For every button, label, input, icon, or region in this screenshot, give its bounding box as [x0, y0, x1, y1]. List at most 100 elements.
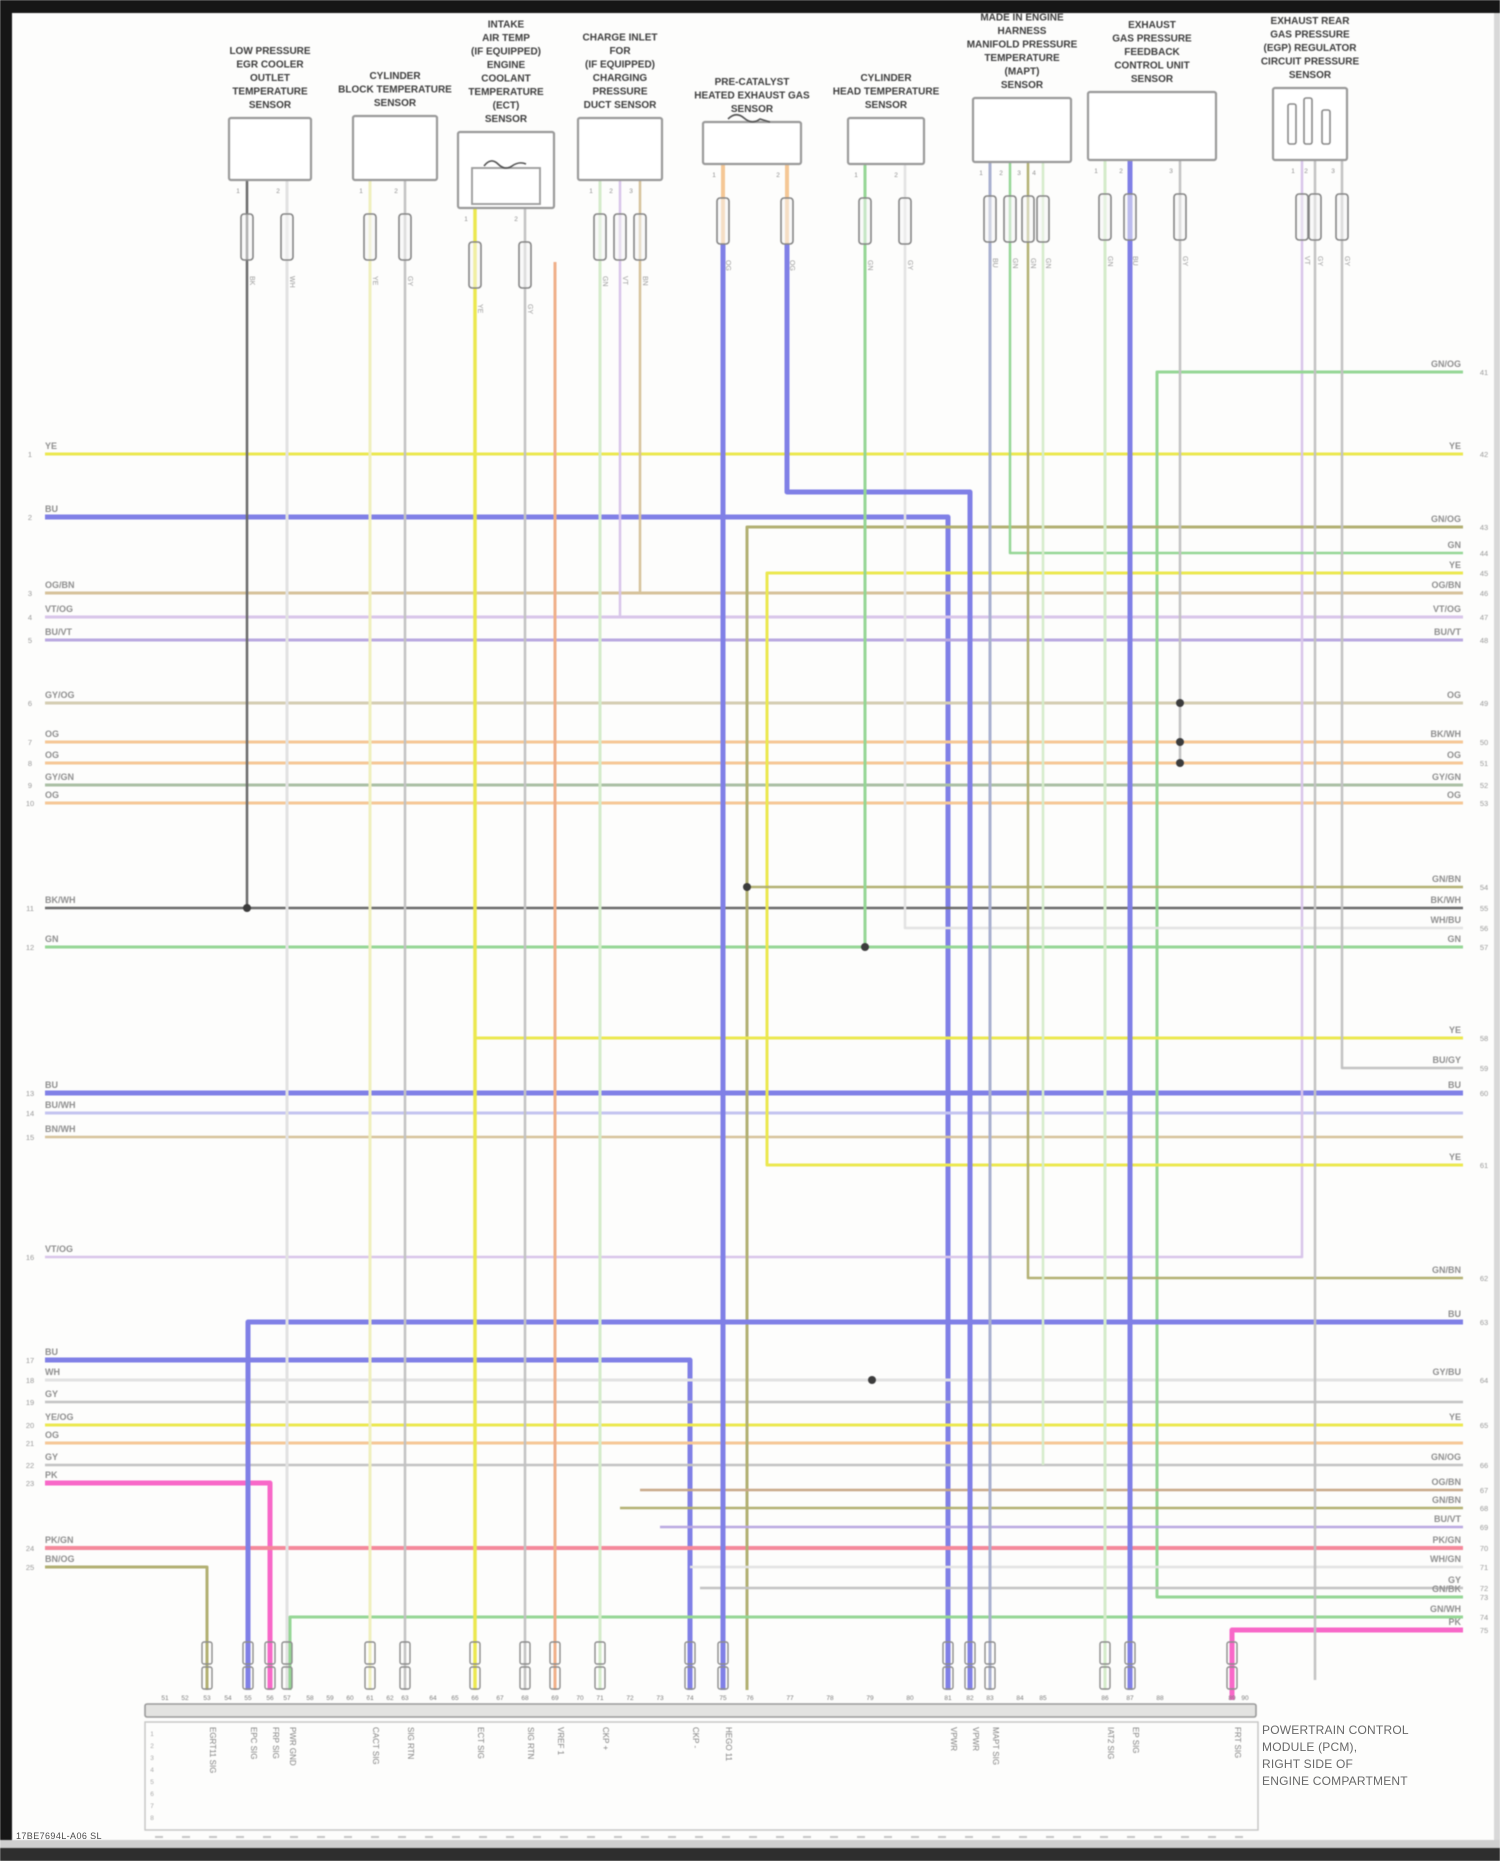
wire-color-label: BN/OG — [45, 1554, 75, 1564]
edge-pin-number: 52 — [1480, 781, 1488, 790]
pcm-tick: 2 — [150, 1743, 154, 1750]
edge-pin-number: 63 — [1480, 1318, 1488, 1327]
wire-color-label: YE — [1449, 1412, 1461, 1422]
wire-color-label: PK/GN — [45, 1535, 74, 1545]
inline-connector-icon — [594, 1641, 606, 1665]
pcm-pin-number: 64 — [429, 1695, 437, 1702]
tick-mark — [641, 1836, 649, 1838]
wire-color-label: BU — [45, 1080, 58, 1090]
inline-connector-icon — [613, 213, 627, 261]
pcm-pin-number: 89 — [1228, 1695, 1236, 1702]
edge-pin-number: 3 — [28, 589, 32, 598]
edge-pin-number: 6 — [28, 699, 32, 708]
inline-connector-icon — [240, 213, 254, 261]
component-label: SENSOR — [1289, 70, 1332, 81]
component-label: SENSOR — [731, 104, 774, 115]
pcm-tick: 5 — [150, 1779, 154, 1786]
drawing-number: 17BE7694L-A06 SL — [16, 1831, 102, 1841]
tick-mark — [749, 1836, 757, 1838]
pcm-pin-label: ECT SIG — [476, 1727, 485, 1759]
wire-color-label: OG — [1447, 690, 1461, 700]
inline-connector-icon — [983, 195, 997, 243]
wire-color-label: GN/BN — [1432, 1265, 1461, 1275]
component-label: AIR TEMP — [482, 33, 530, 44]
edge-pin-number: 60 — [1480, 1089, 1488, 1098]
pin-number: 4 — [1032, 170, 1036, 177]
pcm-pin-label: VREF 1 — [556, 1727, 565, 1756]
wire-color-label: GN — [45, 934, 59, 944]
edge-pin-number: 15 — [26, 1133, 34, 1142]
wire-color-label: BU — [45, 1347, 58, 1357]
wire-color-label: PK — [1448, 1617, 1461, 1627]
inline-connector-icon — [780, 197, 794, 245]
pcm-pin-number: 90 — [1241, 1695, 1249, 1702]
inline-connector-icon — [984, 1641, 996, 1665]
inline-connector-icon — [242, 1666, 254, 1690]
wire-color-label: BK/WH — [45, 895, 76, 905]
component-box — [846, 116, 926, 166]
component-label: MANIFOLD PRESSURE — [967, 40, 1078, 51]
wire-code-label: GN — [601, 276, 608, 287]
component-label: EXHAUST — [1128, 20, 1176, 31]
legend-line: RIGHT SIDE OF — [1262, 1757, 1354, 1771]
pcm-tick: 6 — [150, 1791, 154, 1798]
tick-mark — [1235, 1836, 1243, 1838]
tick-mark — [533, 1836, 541, 1838]
inline-connector-icon — [281, 1641, 293, 1665]
pcm-pin-label: FRP SIG — [271, 1727, 280, 1759]
wire-color-label: WH/GN — [1430, 1554, 1461, 1564]
wire-color-label: OG/BN — [1431, 580, 1461, 590]
wire — [45, 1565, 209, 1690]
inline-connector-icon — [281, 1666, 293, 1690]
wire-color-label: OG — [1447, 790, 1461, 800]
wire-color-label: BU — [45, 504, 58, 514]
edge-pin-number: 25 — [26, 1563, 34, 1572]
pin-number: 2 — [1119, 168, 1123, 175]
pcm-pin-number: 59 — [326, 1695, 334, 1702]
edge-pin-number: 19 — [26, 1398, 34, 1407]
wire — [1026, 162, 1463, 1280]
wire-code-label: YE — [476, 304, 483, 314]
component-label: SENSOR — [249, 100, 292, 111]
edge-pin-number: 41 — [1480, 368, 1488, 377]
pcm-tick: 4 — [150, 1767, 154, 1774]
inline-connector-icon — [716, 197, 730, 245]
pcm-pin-number: 82 — [966, 1695, 974, 1702]
pin-number: 2 — [999, 170, 1003, 177]
edge-pin-number: 8 — [28, 759, 32, 768]
junction-dot — [243, 904, 251, 912]
wire — [903, 164, 1463, 930]
junction-dot — [861, 943, 869, 951]
pcm-pin-number: 74 — [686, 1695, 694, 1702]
pin-number: 1 — [1291, 168, 1295, 175]
inline-connector-icon — [1123, 193, 1137, 241]
edge-pin-number: 12 — [26, 943, 34, 952]
pin-number: 1 — [359, 188, 363, 195]
pcm-pin-label: VPWR — [971, 1727, 980, 1751]
pcm-pin-label: HEGO 11 — [724, 1727, 733, 1762]
pin-number: 2 — [609, 188, 613, 195]
edge-pin-number: 49 — [1480, 699, 1488, 708]
inline-connector-icon — [684, 1666, 696, 1690]
inline-connector-icon — [1226, 1666, 1238, 1690]
component-label: SENSOR — [1001, 80, 1044, 91]
component-label: MADE IN ENGINE — [980, 13, 1064, 24]
wire-code-label: GN — [1044, 258, 1051, 269]
inline-connector-icon — [593, 213, 607, 261]
pcm-pin-number: 77 — [786, 1695, 794, 1702]
component-label: OUTLET — [250, 73, 290, 84]
inline-connector-icon — [717, 1666, 729, 1690]
inline-connector-icon — [984, 1666, 996, 1690]
edge-pin-number: 55 — [1480, 904, 1488, 913]
edge-pin-number: 42 — [1480, 450, 1488, 459]
wire-code-label: GY — [1181, 256, 1188, 266]
pin-number: 3 — [1331, 168, 1335, 175]
wire-color-label: BU/VT — [45, 627, 73, 637]
inline-connector-icon — [398, 213, 412, 261]
wire — [288, 1615, 1463, 1690]
inline-connector-icon — [1295, 193, 1309, 241]
edge-pin-number: 10 — [26, 799, 34, 808]
tick-mark — [290, 1836, 298, 1838]
inline-connector-icon — [363, 213, 377, 261]
